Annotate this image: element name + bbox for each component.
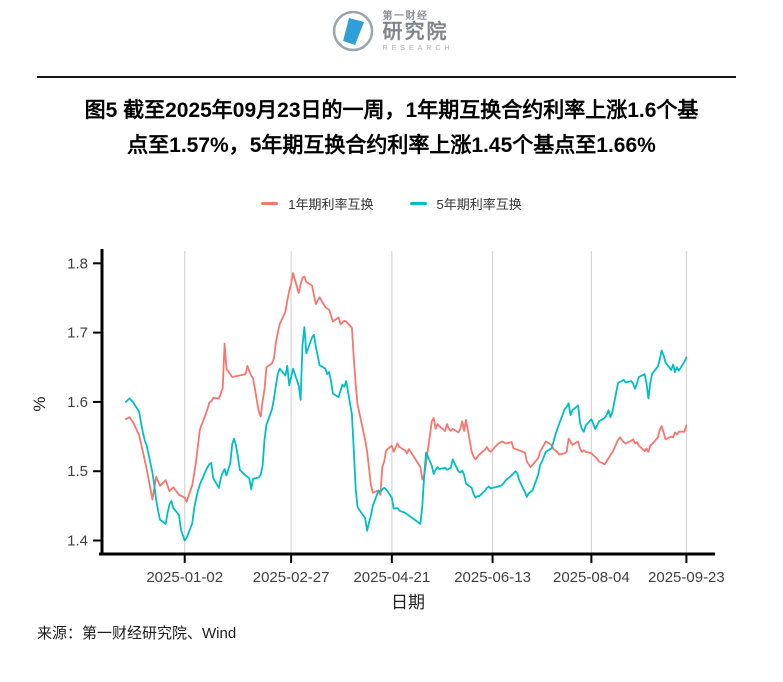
yicai-research-logo: 第一财经 研究院 RESEARCH: [330, 9, 454, 55]
x-tick-label: 2025-04-21: [353, 569, 430, 586]
figure-title-line2: 点至1.57%，5年期互换合约利率上涨1.45个基点至1.66%: [127, 134, 656, 157]
chart-legend: 1年期利率互换 5年期利率互换: [0, 194, 783, 213]
legend-item-5y-irs: 5年期利率互换: [409, 194, 522, 213]
brand-line-large: 研究院: [382, 21, 449, 44]
chart-canvas: 1.4 1.5 1.6 1.7 1.8 2025-01-02 2025-02-27 2025-…: [30, 249, 725, 612]
legend-label: 1年期利率互换: [288, 197, 374, 212]
yicai-logo-icon: [332, 10, 373, 52]
x-tick-label: 2025-02-27: [253, 569, 330, 586]
x-tick-label: 2025-06-13: [454, 569, 531, 586]
legend-item-1y-irs: 1年期利率互换: [261, 194, 374, 213]
y-tick-label: 1.4: [67, 533, 88, 550]
brand-line-en: RESEARCH: [382, 45, 454, 53]
legend-key-icon: [409, 202, 427, 205]
series-line-5y-irs: [124, 326, 688, 542]
header-divider: [37, 76, 736, 78]
legend-key-icon: [261, 202, 279, 205]
figure-title: 图5 截至2025年09月23日的一周，1年期互换合约利率上涨1.6个基 点至1…: [40, 93, 743, 163]
series-line-1y-irs: [124, 272, 688, 503]
line-chart: 1.4 1.5 1.6 1.7 1.8 2025-01-02 2025-02-27 2025-…: [30, 228, 742, 620]
brand-line-small: 第一财经: [382, 10, 429, 22]
x-tick-label: 2025-09-23: [648, 569, 725, 586]
y-tick-label: 1.6: [67, 394, 88, 411]
y-tick-label: 1.7: [67, 325, 88, 342]
y-tick-label: 1.8: [67, 255, 88, 272]
x-axis-title: 日期: [391, 593, 425, 612]
yicai-logo-text: 第一财经 研究院 RESEARCH: [382, 10, 454, 53]
y-tick-label: 1.5: [67, 463, 88, 480]
source-note: 来源：第一财经研究院、Wind: [37, 625, 237, 642]
y-axis-title: %: [30, 396, 49, 411]
figure-title-line1: 图5 截至2025年09月23日的一周，1年期互换合约利率上涨1.6个基: [84, 99, 699, 122]
x-tick-label: 2025-08-04: [553, 569, 630, 586]
x-tick-label: 2025-01-02: [146, 569, 223, 586]
legend-label: 5年期利率互换: [436, 197, 522, 212]
